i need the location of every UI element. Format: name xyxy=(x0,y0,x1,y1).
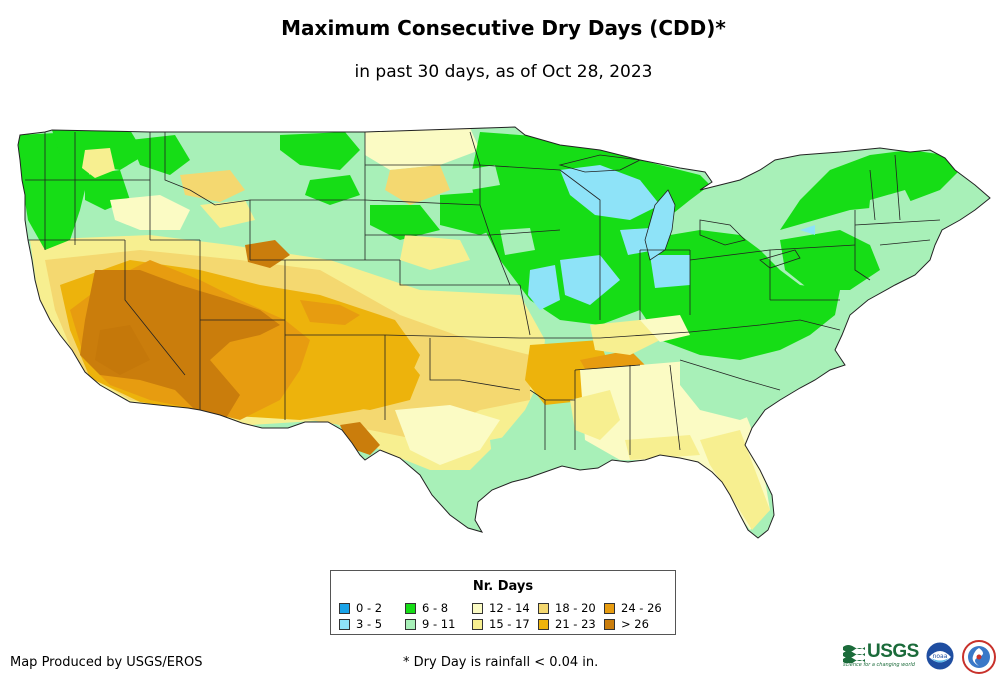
noaa-logo-icon: noaa xyxy=(925,641,955,671)
cdd-raster xyxy=(18,127,990,538)
legend-swatch xyxy=(339,619,350,630)
legend-swatch xyxy=(538,619,549,630)
legend-label: 9 - 11 xyxy=(422,617,456,631)
legend-item-12-14: 12 - 14 xyxy=(472,602,530,615)
dry-day-footnote: * Dry Day is rainfall < 0.04 in. xyxy=(403,655,599,670)
legend-item-9-11: 9 - 11 xyxy=(405,618,455,631)
legend-swatch xyxy=(472,603,483,614)
legend-item-0-2: 0 - 2 xyxy=(339,602,382,615)
legend-label: 15 - 17 xyxy=(489,617,530,631)
map-subtitle: in past 30 days, as of Oct 28, 2023 xyxy=(354,62,653,82)
usgs-wave-icon xyxy=(843,645,865,663)
legend-item-over-26: > 26 xyxy=(604,618,649,631)
legend-swatch xyxy=(405,603,416,614)
legend-swatch xyxy=(538,603,549,614)
legend-label: 21 - 23 xyxy=(555,617,596,631)
legend-label: 24 - 26 xyxy=(621,601,662,615)
legend-label: 12 - 14 xyxy=(489,601,530,615)
legend-item-24-26: 24 - 26 xyxy=(604,602,662,615)
usgs-wordmark: USGS xyxy=(867,641,919,662)
legend-label: 0 - 2 xyxy=(356,601,383,615)
legend: Nr. Days 0 - 2 3 - 5 6 - 8 9 - 11 12 - 1… xyxy=(330,570,676,635)
legend-title: Nr. Days xyxy=(472,579,534,594)
noaa-wordmark: noaa xyxy=(933,653,948,660)
legend-item-21-23: 21 - 23 xyxy=(538,618,596,631)
cdd-map xyxy=(17,126,991,539)
legend-swatch xyxy=(604,603,615,614)
legend-item-6-8: 6 - 8 xyxy=(405,602,448,615)
map-credit: Map Produced by USGS/EROS xyxy=(10,655,203,670)
nws-logo-icon xyxy=(962,640,996,674)
legend-item-15-17: 15 - 17 xyxy=(472,618,530,631)
usgs-logo: USGS science for a changing world xyxy=(843,640,921,672)
legend-swatch xyxy=(405,619,416,630)
map-title: Maximum Consecutive Dry Days (CDD)* xyxy=(281,16,726,40)
great-lakes xyxy=(558,154,801,269)
legend-label: 3 - 5 xyxy=(356,617,383,631)
legend-label: 6 - 8 xyxy=(422,601,449,615)
legend-item-3-5: 3 - 5 xyxy=(339,618,382,631)
legend-item-18-20: 18 - 20 xyxy=(538,602,596,615)
usgs-tagline: science for a changing world xyxy=(843,662,915,668)
legend-swatch xyxy=(604,619,615,630)
legend-label: 18 - 20 xyxy=(555,601,596,615)
legend-swatch xyxy=(339,603,350,614)
state-boundaries xyxy=(25,131,941,455)
legend-swatch xyxy=(472,619,483,630)
legend-label: > 26 xyxy=(621,617,649,631)
